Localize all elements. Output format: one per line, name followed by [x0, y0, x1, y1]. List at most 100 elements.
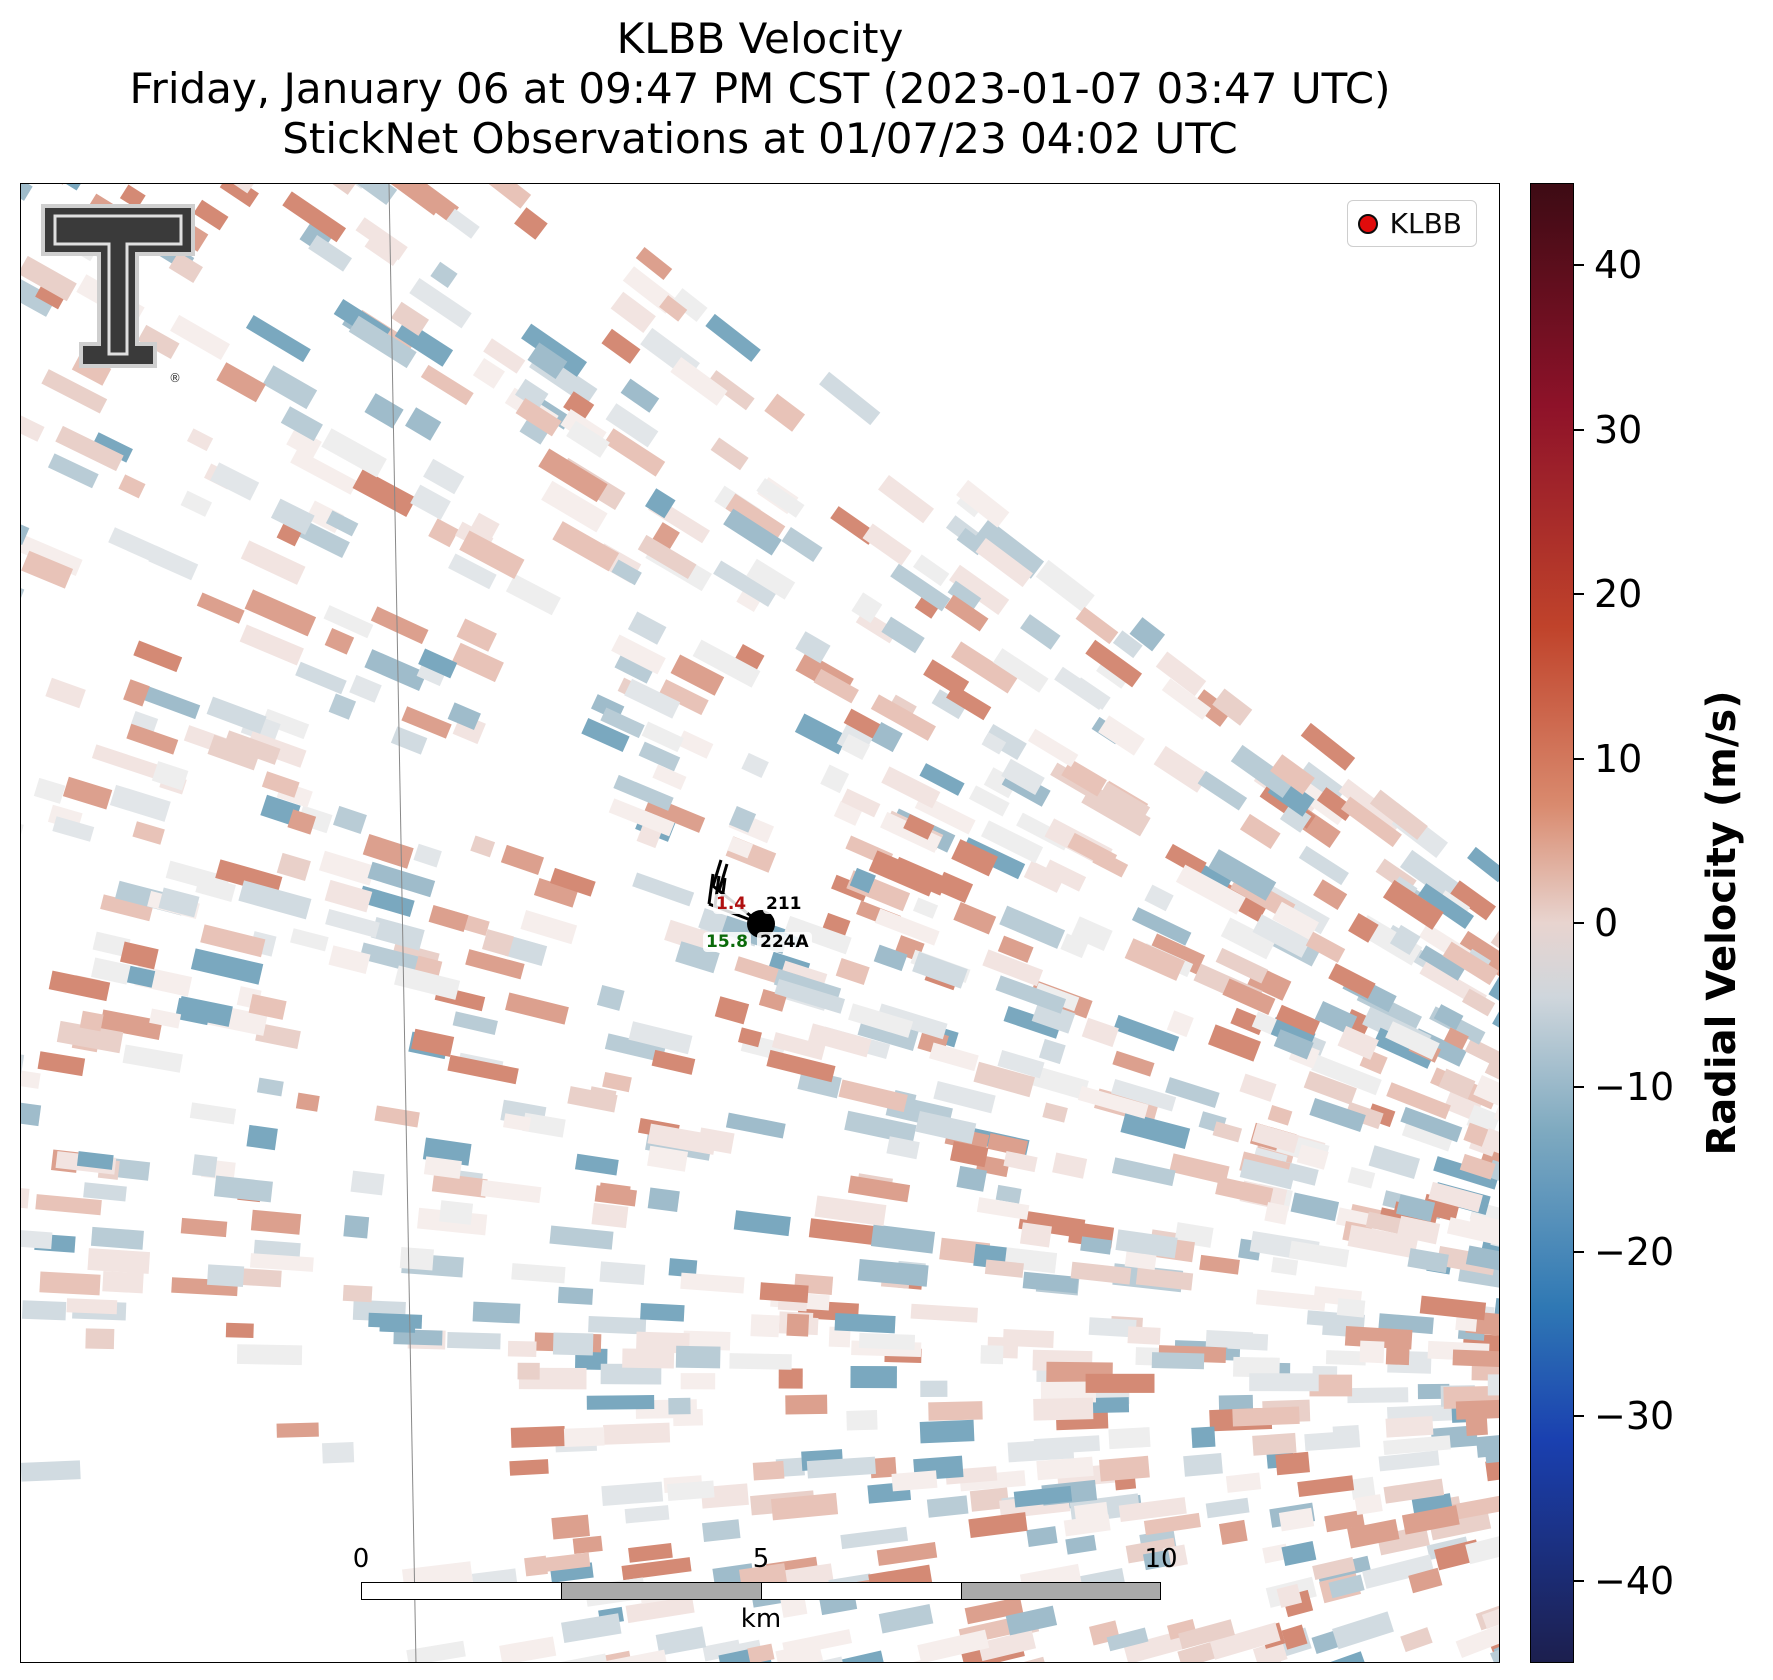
radar-gate-cell [470, 512, 500, 540]
radar-gate-cell [785, 1394, 828, 1415]
radar-gate-cell [849, 867, 876, 894]
radar-gate-cell [170, 314, 230, 360]
radar-gate-cell [100, 894, 153, 922]
radar-gate-cell [1135, 1267, 1194, 1291]
radar-gate-cell [1359, 1340, 1385, 1364]
map-legend: KLBB [1346, 200, 1477, 247]
radar-gate-cell [1252, 1432, 1297, 1456]
radar-gate-cell [287, 809, 317, 835]
radar-gate-cell [764, 393, 806, 432]
radar-gate-cell [878, 474, 935, 524]
radar-gate-cell [507, 1340, 537, 1358]
radar-gate-cell [56, 1020, 124, 1054]
radar-gate-cell [808, 1218, 878, 1246]
radar-gate-cell [180, 1217, 228, 1238]
radar-gate-cell [870, 694, 936, 741]
radar-gate-cell [710, 437, 749, 471]
radar-gate-cell [622, 1348, 675, 1369]
radar-gate-cell [186, 428, 214, 452]
radar-gate-cell [1313, 879, 1348, 910]
radar-gate-cell [968, 785, 1010, 817]
radar-gate-cell [1031, 1000, 1076, 1034]
radar-gate-cell [929, 1042, 979, 1072]
radar-gate-cell [519, 414, 551, 445]
station-224a-value: 15.8 [703, 932, 751, 952]
radar-gate-cell [1036, 1456, 1094, 1481]
radar-gate-cell [276, 1422, 319, 1438]
radar-gate-cell [282, 191, 347, 243]
radar-gate-cell [833, 1650, 886, 1662]
radar-gate-cell [1208, 1024, 1261, 1062]
radar-gate-cell [47, 453, 99, 489]
radar-gate-cell [1278, 1507, 1315, 1532]
radar-gate-cell [1018, 1210, 1086, 1239]
radar-gate-cell [99, 1009, 163, 1040]
radar-gate-cell [750, 1314, 780, 1338]
radar-gate-cell [1061, 758, 1107, 797]
radar-gate-cell [956, 479, 1010, 528]
radar-gate-cell [951, 839, 998, 877]
radar-gate-cell [870, 1224, 936, 1254]
radar-gate-cell [977, 1629, 1037, 1662]
radar-gate-cell [891, 1470, 938, 1492]
radar-gate-cell [1215, 1176, 1274, 1206]
radar-gate-cell [1296, 1144, 1329, 1170]
radar-gate-cell [1465, 1245, 1499, 1271]
radar-gate-cell [1070, 916, 1113, 951]
radar-gate-cell [165, 860, 230, 895]
radar-gate-cell [1273, 1029, 1314, 1060]
radar-gate-cell [705, 313, 761, 362]
radar-gate-cell [238, 880, 312, 920]
radar-gate-cell [713, 560, 777, 607]
radar-gate-cell [225, 1322, 254, 1339]
radar-gate-cell [1275, 1451, 1310, 1476]
radar-gate-cell [857, 1259, 929, 1287]
colorbar-tick-label: 30 [1594, 407, 1643, 452]
radar-gate-cell [524, 1555, 548, 1577]
radar-gate-cell [723, 508, 782, 556]
radar-gate-cell [423, 1156, 462, 1179]
station-marker[interactable] [747, 910, 775, 938]
radar-gate-cell [987, 1133, 1028, 1157]
radar-gate-cell [216, 362, 266, 403]
radar-gate-cell [236, 1344, 303, 1366]
radar-gate-cell [838, 1079, 908, 1113]
radar-gate-cell [481, 929, 514, 957]
radar-gate-cell [240, 540, 306, 585]
radar-gate-cell [995, 1184, 1022, 1204]
radar-map[interactable]: ® KLBB 1.4 211 15.8 224A 0 5 10 km [20, 183, 1500, 1663]
radar-gate-cell [953, 901, 997, 935]
radar-gate-cell [308, 235, 352, 272]
radar-gate-cell [1467, 846, 1499, 883]
radar-gate-cell [1230, 744, 1295, 798]
radar-gate-cell [246, 1124, 278, 1151]
scalebar-tick-5: 5 [752, 1544, 770, 1574]
radar-gate-cell [1436, 1245, 1497, 1276]
radar-gate-cell [625, 1595, 695, 1624]
radar-gate-cell [447, 1054, 519, 1085]
radar-gate-cell [628, 1021, 693, 1055]
radar-gate-cell [290, 449, 358, 495]
radar-gate-cell [611, 559, 642, 586]
radar-gate-cell [1142, 1549, 1172, 1571]
radar-gate-cell [325, 510, 359, 537]
radar-gate-cell [35, 1194, 102, 1216]
radar-gate-cell [348, 315, 417, 369]
radar-gate-cell [1035, 559, 1095, 613]
radar-gate-cell [255, 1022, 301, 1049]
radar-gate-cell [396, 184, 459, 222]
radar-gate-cell [933, 1081, 996, 1114]
radar-gate-cell [1336, 1298, 1366, 1318]
radar-gate-cell [1080, 1236, 1112, 1255]
radar-gate-cell [1108, 1427, 1151, 1450]
radar-gate-cell [572, 1535, 603, 1554]
radar-gate-cell [472, 357, 505, 389]
radar-gate-cell [600, 1363, 662, 1385]
radar-gate-cell [330, 184, 398, 206]
radar-gate-cell [591, 1202, 629, 1229]
radar-gate-cell [621, 1557, 692, 1581]
radar-gate-cell [1395, 1194, 1436, 1222]
radar-gate-cell [1124, 938, 1185, 981]
radar-gate-cell [45, 677, 86, 709]
radar-gate-cell [1251, 1011, 1277, 1035]
